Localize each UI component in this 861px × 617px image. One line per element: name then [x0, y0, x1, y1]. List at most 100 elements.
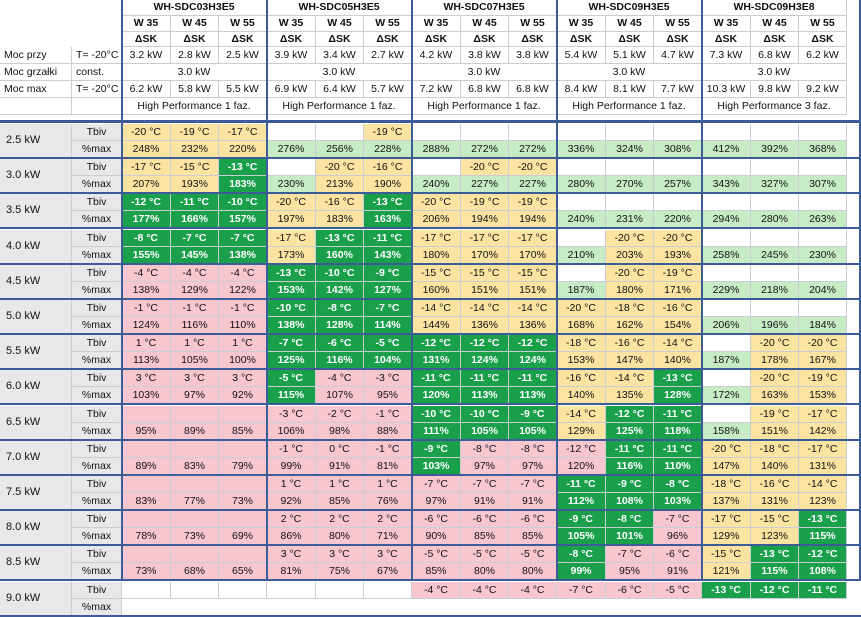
block-divider: [0, 263, 861, 265]
tbiv-cell: [702, 124, 751, 141]
info-value: 7.2 kW: [412, 81, 461, 98]
model-name: WH-SDC03H3E5: [122, 0, 267, 16]
info-cond: T= -20°C: [72, 47, 122, 64]
tbiv-cell: -14 °C: [412, 300, 461, 317]
tbiv-cell: [799, 230, 847, 247]
tbiv-cell: -20 °C: [412, 194, 461, 211]
tbiv-label: Tbiv: [72, 159, 122, 176]
tbiv-label: Tbiv: [72, 300, 122, 317]
pmax-cell: 193%: [171, 176, 219, 193]
pmax-cell: 136%: [461, 317, 509, 334]
pmax-label: %max: [72, 352, 122, 369]
info-value: 6.8 kW: [509, 81, 557, 98]
tbiv-cell: -7 °C: [219, 230, 267, 247]
block-divider: [0, 439, 861, 441]
info-merged: High Performance 1 faz.: [122, 98, 267, 115]
pmax-cell: 190%: [364, 176, 412, 193]
pmax-cell: 170%: [461, 247, 509, 264]
pmax-cell: 308%: [654, 141, 702, 158]
tbiv-cell: [122, 582, 171, 599]
pmax-cell: 166%: [171, 211, 219, 228]
pmax-cell: 163%: [751, 387, 799, 404]
pmax-cell: 124%: [509, 352, 557, 369]
tbiv-cell: -4 °C: [316, 370, 364, 387]
pmax-cell: 245%: [751, 247, 799, 264]
pmax-cell: 89%: [171, 423, 219, 440]
tbiv-cell: [219, 511, 267, 528]
header-separator: [0, 120, 861, 123]
load-label: 6.5 kW: [0, 406, 72, 440]
pmax-cell: 213%: [316, 176, 364, 193]
pmax-cell: 92%: [267, 493, 316, 510]
tbiv-cell: -20 °C: [654, 230, 702, 247]
pmax-cell: 327%: [751, 176, 799, 193]
pmax-cell: 147%: [702, 458, 751, 475]
tbiv-cell: -15 °C: [751, 511, 799, 528]
tbiv-cell: 1 °C: [316, 476, 364, 493]
info-merged: 3.0 kW: [267, 64, 412, 81]
tbiv-cell: [702, 406, 751, 423]
block-divider: [0, 544, 861, 546]
pmax-cell: 258%: [702, 247, 751, 264]
tbiv-cell: -19 °C: [461, 194, 509, 211]
pmax-cell: 154%: [654, 317, 702, 334]
block-divider: [0, 403, 861, 405]
info-merged: High Performance 1 faz.: [557, 98, 702, 115]
pmax-cell: 193%: [654, 247, 702, 264]
pmax-cell: 270%: [606, 176, 654, 193]
load-label: 9.0 kW: [0, 582, 72, 616]
tbiv-cell: -16 °C: [751, 476, 799, 493]
pmax-cell: 101%: [606, 528, 654, 545]
pmax-cell: 206%: [702, 317, 751, 334]
delta-label: ΔSK: [171, 32, 219, 47]
pmax-cell: 207%: [122, 176, 171, 193]
tbiv-cell: 1 °C: [219, 335, 267, 352]
tbiv-cell: -11 °C: [171, 194, 219, 211]
tbiv-label: Tbiv: [72, 476, 122, 493]
pmax-cell: 140%: [751, 458, 799, 475]
pmax-cell: 147%: [606, 352, 654, 369]
tbiv-cell: -11 °C: [557, 476, 606, 493]
pmax-cell: 138%: [219, 247, 267, 264]
pmax-cell: 180%: [606, 282, 654, 299]
tbiv-cell: -7 °C: [557, 582, 606, 599]
pmax-cell: 155%: [122, 247, 171, 264]
info-merged: 3.0 kW: [702, 64, 847, 81]
tbiv-cell: [557, 159, 606, 176]
tbiv-cell: [702, 370, 751, 387]
load-label: 2.5 kW: [0, 124, 72, 158]
pmax-cell: 118%: [654, 423, 702, 440]
pmax-cell: 142%: [316, 282, 364, 299]
delta-label: ΔSK: [267, 32, 316, 47]
pmax-cell: 116%: [606, 458, 654, 475]
pmax-cell: 153%: [799, 387, 847, 404]
pmax-cell: 99%: [557, 563, 606, 580]
pmax-cell: 160%: [412, 282, 461, 299]
tbiv-cell: -17 °C: [702, 511, 751, 528]
pmax-cell: 218%: [751, 282, 799, 299]
pmax-cell: 204%: [799, 282, 847, 299]
block-divider: [0, 368, 861, 370]
tbiv-cell: [702, 230, 751, 247]
pmax-cell: 183%: [219, 176, 267, 193]
tbiv-cell: -5 °C: [509, 546, 557, 563]
pmax-cell: 142%: [799, 423, 847, 440]
info-value: 6.2 kW: [122, 81, 171, 98]
pmax-cell: 129%: [702, 528, 751, 545]
block-divider: [0, 227, 861, 229]
pmax-cell: 131%: [412, 352, 461, 369]
pmax-cell: 78%: [122, 528, 171, 545]
pmax-cell: 240%: [557, 211, 606, 228]
info-label: Moc grzałki: [0, 64, 72, 81]
pmax-cell: 125%: [606, 423, 654, 440]
tbiv-cell: -13 °C: [751, 546, 799, 563]
group-divider: [411, 0, 413, 579]
tbiv-cell: -5 °C: [267, 370, 316, 387]
pmax-cell: 113%: [122, 352, 171, 369]
pmax-cell: 113%: [461, 387, 509, 404]
tbiv-cell: -2 °C: [316, 406, 364, 423]
tbiv-cell: -3 °C: [364, 370, 412, 387]
tbiv-cell: -1 °C: [364, 441, 412, 458]
model-name: WH-SDC09H3E5: [557, 0, 702, 16]
tbiv-cell: [171, 441, 219, 458]
